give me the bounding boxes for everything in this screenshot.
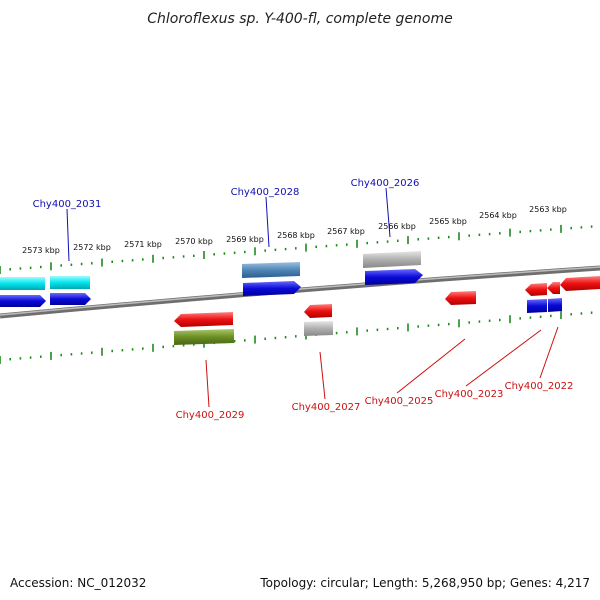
leader-line-chy400-2028 [265, 196, 270, 248]
gene-feature[interactable] [365, 269, 423, 285]
gene-feature[interactable] [363, 251, 421, 268]
gene-feature[interactable] [0, 277, 45, 290]
accession-text: Accession: NC_012032 [10, 576, 147, 590]
gene-label-chy400-2025[interactable]: Chy400_2025 [365, 396, 434, 407]
scale-label-2567: 2567 kbp [327, 227, 365, 236]
scale-label-2569: 2569 kbp [226, 235, 264, 244]
genome-backbone-highlight [0, 266, 600, 316]
gene-feature[interactable] [50, 293, 91, 305]
scale-label-2570: 2570 kbp [175, 237, 213, 246]
gene-feature[interactable] [50, 276, 90, 289]
gene-feature[interactable] [548, 298, 562, 312]
gene-label-chy400-2029[interactable]: Chy400_2029 [176, 410, 245, 421]
forward-genes [0, 251, 562, 313]
leader-line-chy400-2022 [539, 326, 559, 379]
leader-line-chy400-2027 [319, 351, 326, 400]
scale-label-2572: 2572 kbp [73, 243, 111, 252]
gene-feature[interactable] [547, 282, 560, 294]
scale-label-2573: 2573 kbp [22, 246, 60, 255]
gene-feature[interactable] [527, 299, 547, 313]
inner-scale-ticks [0, 311, 593, 364]
gene-feature[interactable] [304, 304, 332, 318]
leader-line-chy400-2029 [205, 359, 210, 408]
scale-label-2566: 2566 kbp [378, 222, 416, 231]
leader-line-chy400-2031 [66, 208, 70, 262]
scale-label-2564: 2564 kbp [479, 211, 517, 220]
genome-backbone [0, 265, 600, 319]
gene-label-chy400-2023[interactable]: Chy400_2023 [435, 389, 504, 400]
scale-label-2568: 2568 kbp [277, 231, 315, 240]
gene-label-chy400-2022[interactable]: Chy400_2022 [505, 381, 574, 392]
gene-feature[interactable] [560, 276, 600, 291]
gene-label-chy400-2031[interactable]: Chy400_2031 [33, 199, 102, 210]
map-title: Chloroflexus sp. Y-400-fl, complete geno… [147, 11, 453, 27]
genome-summary-text: Topology: circular; Length: 5,268,950 bp… [260, 576, 590, 590]
gene-feature[interactable] [445, 291, 476, 305]
scale-label-2563: 2563 kbp [529, 205, 567, 214]
gene-label-chy400-2027[interactable]: Chy400_2027 [292, 402, 361, 413]
outer-scale-ticks [0, 224, 593, 274]
gene-label-chy400-2026[interactable]: Chy400_2026 [351, 178, 420, 189]
scale-label-2565: 2565 kbp [429, 217, 467, 226]
leader-line-chy400-2025 [396, 338, 466, 394]
gene-feature[interactable] [243, 281, 301, 296]
gene-feature[interactable] [242, 262, 300, 278]
reverse-genes [174, 276, 600, 345]
gene-feature[interactable] [174, 312, 233, 327]
leader-line-chy400-2023 [465, 329, 542, 387]
gene-feature[interactable] [525, 283, 547, 296]
gene-label-chy400-2028[interactable]: Chy400_2028 [231, 187, 300, 198]
scale-label-2571: 2571 kbp [124, 240, 162, 249]
leader-line-chy400-2026 [385, 187, 391, 238]
gene-feature[interactable] [174, 329, 234, 345]
gene-feature[interactable] [0, 295, 46, 307]
gene-feature[interactable] [304, 321, 333, 336]
